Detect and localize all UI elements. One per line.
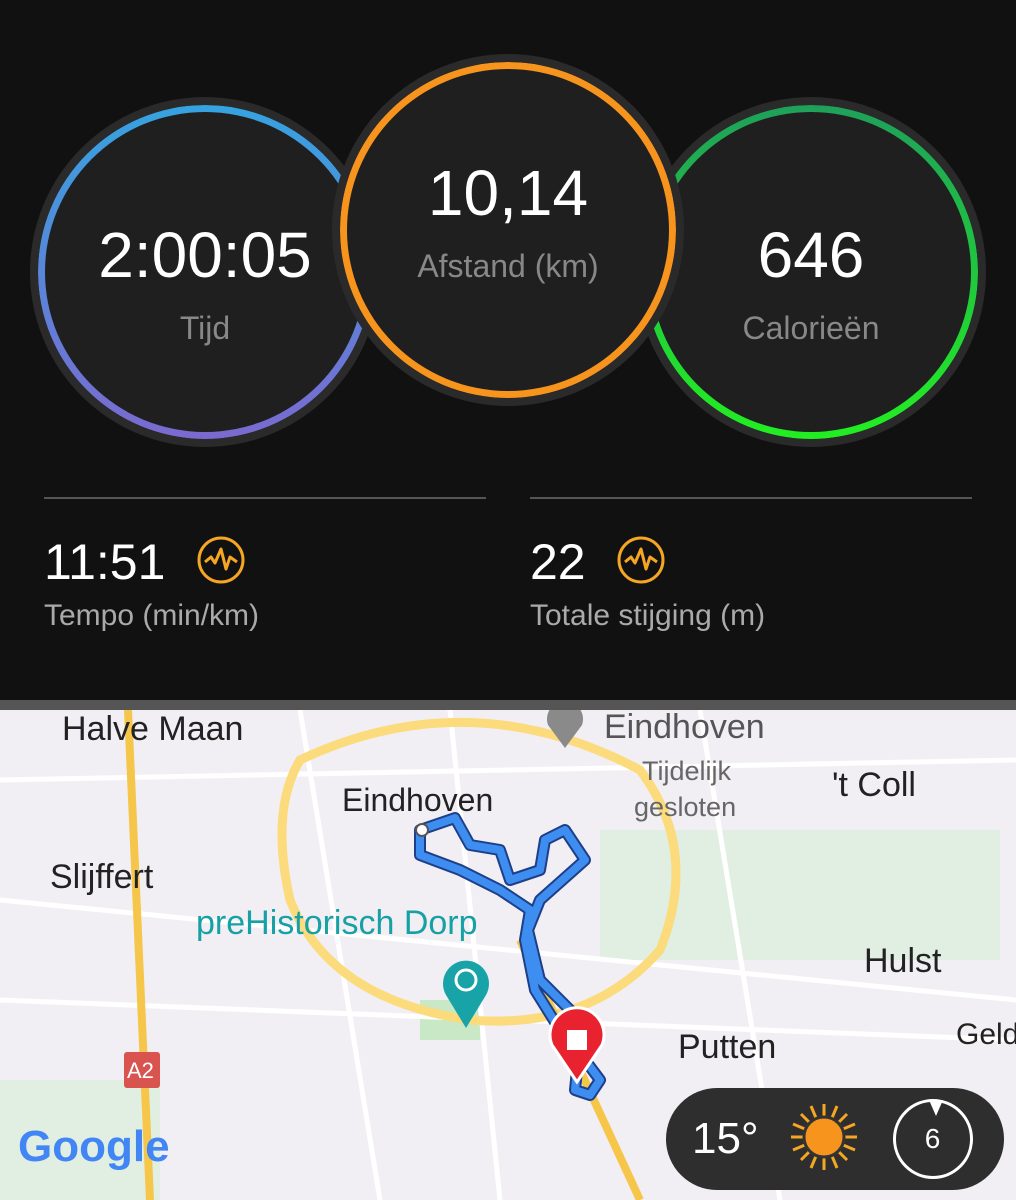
ascent-stat[interactable]: 22 Totale stijging (m) <box>530 533 765 633</box>
distance-label: Afstand (km) <box>417 247 599 284</box>
highway-label: A2 <box>127 1058 154 1083</box>
sun-icon <box>789 1102 859 1177</box>
map-label: Eindhoven <box>604 710 765 746</box>
time-label: Tijd <box>179 309 231 346</box>
calories-value: 646 <box>757 218 865 291</box>
map-divider <box>0 700 1016 710</box>
temperature: 15° <box>692 1114 759 1163</box>
finish-marker-icon <box>548 1006 606 1085</box>
pace-value: 11:51 <box>44 534 166 590</box>
park-poi-icon <box>443 960 489 1028</box>
map-label: Tijdelijk <box>642 756 732 786</box>
map-label: Halve Maan <box>62 710 244 748</box>
map-label: gesloten <box>634 792 737 822</box>
activity-pulse-icon <box>616 535 666 590</box>
wind-speed: 6 <box>924 1123 941 1154</box>
map-label: Eindhoven <box>342 782 494 818</box>
map-label: preHistorisch Dorp <box>196 904 478 942</box>
map-label: Hulst <box>864 942 942 980</box>
wind-direction-icon <box>928 1100 943 1116</box>
google-logo: Google <box>18 1122 170 1171</box>
wind-indicator: 6 <box>892 1099 973 1179</box>
calories-label: Calorieën <box>742 309 880 346</box>
distance-value: 10,14 <box>427 156 589 229</box>
activity-pulse-icon <box>196 535 246 590</box>
divider <box>44 497 486 499</box>
ascent-label: Totale stijging (m) <box>530 599 766 632</box>
divider <box>530 497 972 499</box>
calories-circle: 646 Calorieën <box>644 105 978 439</box>
activity-summary: 2:00:05 Tijd 646 Calorieën 10,14 Afstand… <box>38 62 978 633</box>
time-circle: 2:00:05 Tijd <box>38 105 372 439</box>
weather-widget: 15° 6 <box>666 1088 1004 1190</box>
time-value: 2:00:05 <box>98 218 312 291</box>
map-label: Putten <box>678 1028 777 1066</box>
map-label: Geld <box>956 1018 1016 1051</box>
distance-circle: 10,14 Afstand (km) <box>340 62 676 398</box>
map-label: 't Coll <box>832 766 916 804</box>
pace-stat[interactable]: 11:51 Tempo (min/km) <box>44 533 259 633</box>
ascent-value: 22 <box>530 534 586 590</box>
pace-label: Tempo (min/km) <box>44 599 260 632</box>
map-label: Slijffert <box>50 858 154 896</box>
